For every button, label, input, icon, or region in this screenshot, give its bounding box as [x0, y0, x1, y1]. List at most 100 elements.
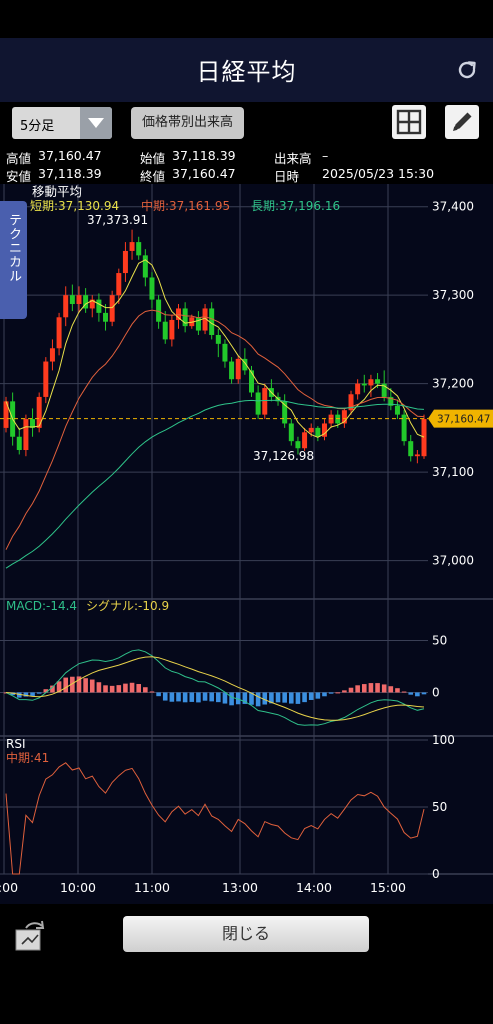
draw-button[interactable] — [445, 105, 479, 139]
macd-histogram-bar — [76, 676, 82, 693]
macd-tick-label: 0 — [432, 685, 440, 699]
price-tick-label: 37,400 — [432, 200, 474, 214]
candle-body — [89, 299, 95, 309]
candle-body — [401, 414, 407, 442]
macd-histogram-bar — [70, 676, 75, 693]
macd-histogram-bar — [103, 685, 108, 693]
grid-button[interactable] — [392, 105, 426, 139]
ma-long-label: 長期:37,196.16 — [251, 199, 340, 213]
close-label: 終値 — [140, 169, 166, 184]
macd-histogram-bar — [50, 685, 55, 693]
ohlc-info: 高値 37,160.47 安値 37,118.39 始値 37,118.39 終… — [0, 146, 493, 184]
grid-icon — [396, 109, 422, 135]
macd-histogram-bar — [262, 692, 268, 705]
candle-body — [56, 317, 62, 349]
candle-body — [103, 312, 109, 322]
macd-histogram-bar — [149, 691, 155, 693]
time-tick-label: 9:00 — [0, 880, 18, 895]
candle-body — [182, 308, 188, 327]
macd-histogram-bar — [282, 692, 287, 703]
macd-histogram-bar — [182, 692, 188, 703]
volume-value: – — [322, 148, 329, 163]
candle-body — [355, 383, 361, 395]
macd-histogram-bar — [23, 692, 29, 697]
candle-body — [76, 295, 82, 305]
candle-body — [83, 295, 89, 309]
close-button[interactable]: 閉じる — [123, 916, 369, 952]
chart-area[interactable]: 37,000 37,100 37,200 37,300 37,400 9:00 10:00 1… — [0, 184, 493, 904]
candle-body — [122, 250, 128, 274]
refresh-icon[interactable] — [455, 58, 479, 82]
macd-histogram-bar — [116, 685, 122, 693]
open-label: 始値 — [140, 151, 166, 166]
volume-label: 出来高 — [274, 151, 312, 166]
time-tick-label: 10:00 — [60, 880, 96, 895]
chart-svg[interactable]: 37,000 37,100 37,200 37,300 37,400 9:00 10:00 1… — [0, 184, 493, 904]
current-price-label: 37,160.47 — [437, 414, 490, 426]
technical-tab[interactable]: テクニカル — [0, 201, 27, 319]
ma-mid-line — [5, 309, 425, 550]
macd-histogram-bar — [342, 690, 347, 693]
chart-toolbar: 5分足 価格帯別出来高 — [0, 102, 493, 144]
interval-value: 5分足 — [20, 119, 55, 134]
candle-body — [222, 343, 228, 362]
volume-profile-button[interactable]: 価格帯別出来高 — [131, 107, 244, 139]
signal-line — [5, 656, 425, 721]
screen-switch-icon[interactable] — [10, 918, 48, 954]
macd-histogram-bar — [156, 692, 161, 697]
ma-long-line — [5, 399, 425, 569]
candle-body — [49, 348, 55, 362]
candle-body — [30, 419, 36, 428]
pencil-icon — [453, 112, 472, 131]
macd-histogram-bar — [401, 691, 407, 693]
rsi-tick-label: 100 — [432, 733, 455, 747]
macd-histogram-bar — [216, 692, 221, 703]
time-tick-label: 13:00 — [222, 880, 258, 895]
macd-histogram-bar — [249, 692, 254, 705]
macd-histogram-bar — [235, 692, 241, 705]
candle-body — [321, 423, 327, 437]
price-tick-label: 37,200 — [432, 377, 474, 391]
chevron-down-icon[interactable] — [80, 107, 112, 139]
rsi-tick-label: 0 — [432, 867, 440, 881]
candle-body — [242, 358, 248, 371]
time-tick-label: 15:00 — [370, 880, 406, 895]
macd-histogram-bar — [408, 692, 414, 695]
macd-histogram-bar — [109, 685, 115, 693]
macd-histogram-bar — [289, 692, 294, 704]
datetime-value: 2025/05/23 15:30 — [322, 166, 435, 181]
candle-body — [388, 396, 394, 406]
candle-body — [375, 379, 381, 384]
candle-body — [16, 436, 22, 451]
macd-label: MACD:-14.4 — [6, 599, 77, 613]
macd-line — [5, 649, 425, 726]
macd-histogram-bar — [355, 685, 360, 693]
interval-select[interactable]: 5分足 — [12, 107, 112, 139]
time-tick-label: 11:00 — [134, 880, 170, 895]
ma-mid-label: 中期:37,161.95 — [141, 198, 230, 213]
ma-short-label: 短期:37,130.94 — [30, 199, 119, 213]
open-value: 37,118.39 — [172, 148, 236, 163]
macd-histogram-bar — [43, 689, 49, 693]
macd-histogram-bar — [89, 679, 95, 693]
macd-tick-label: 50 — [432, 634, 447, 648]
macd-histogram-bar — [202, 692, 208, 701]
candle-body — [361, 383, 367, 386]
macd-histogram-bar — [16, 692, 22, 698]
candle-body — [229, 361, 235, 380]
macd-histogram-bar — [415, 692, 420, 697]
candle-body — [341, 410, 347, 424]
macd-histogram-bar — [129, 682, 135, 693]
macd-histogram-bar — [421, 692, 427, 695]
candle-body — [368, 379, 374, 386]
macd-histogram-bar — [395, 688, 400, 693]
rsi-title: RSI — [6, 737, 26, 751]
ma-legend-title: 移動平均 — [32, 184, 82, 199]
candle-body — [36, 396, 42, 428]
candle-body — [381, 383, 387, 397]
macd-histogram-bar — [162, 692, 168, 701]
candle-body — [162, 321, 168, 340]
ma-short-line — [5, 259, 425, 438]
candle-body — [43, 361, 49, 397]
candle-body — [255, 392, 261, 415]
